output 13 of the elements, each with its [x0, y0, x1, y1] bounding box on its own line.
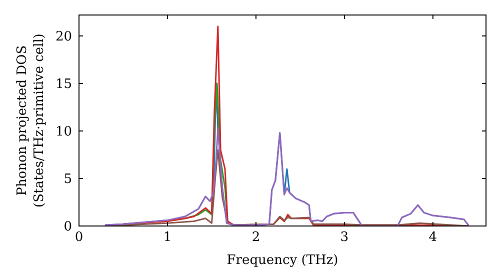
y-tick-label: 5	[64, 172, 72, 188]
x-tick-label: 3	[340, 230, 349, 245]
x-axis-title: Frequency (THz)	[226, 253, 338, 268]
y-tick-label: 20	[55, 29, 72, 44]
y-tick-label: 0	[64, 220, 72, 235]
y-tick-label: 15	[55, 76, 72, 92]
line-series	[104, 127, 470, 226]
y-tick-label: 10	[55, 124, 72, 140]
x-tick-label: 4	[428, 230, 438, 245]
x-tick-label: 0	[74, 230, 84, 245]
x-tick-label: 1	[163, 230, 172, 245]
x-tick-label: 2	[252, 230, 260, 245]
y-axis-title: Phonon projected DOS (States/THz·primitive cell)	[15, 33, 47, 208]
